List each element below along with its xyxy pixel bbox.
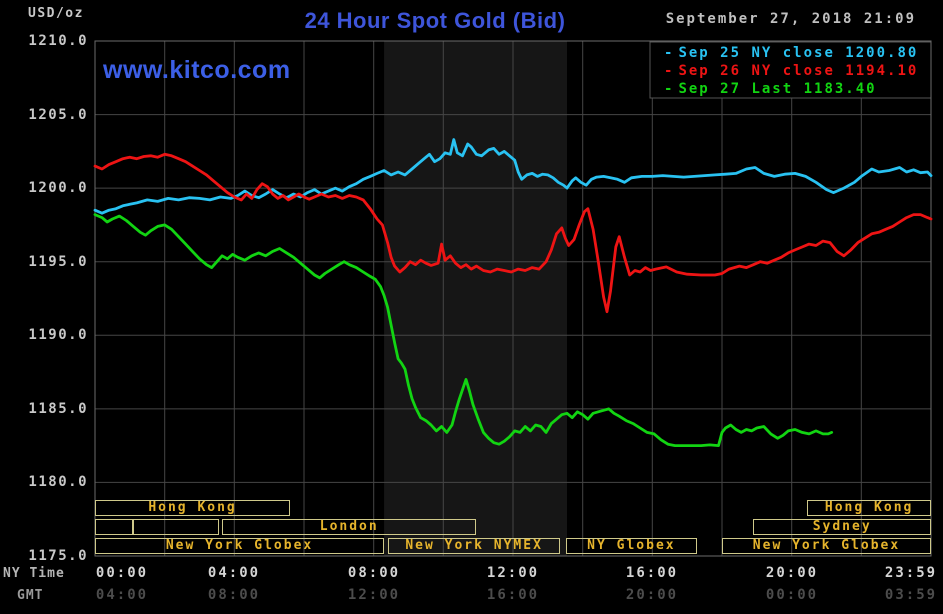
x-tick-gmt: 03:59 (884, 587, 938, 603)
session-box-hong-kong: Hong Kong (95, 500, 291, 516)
session-box-new-york-globex: New York Globex (95, 538, 385, 554)
legend: - Sep 25 NY close 1200.80- Sep 26 NY close… (664, 44, 918, 98)
legend-item: - Sep 25 NY close 1200.80 (664, 44, 918, 62)
x-tick-gmt: 12:00 (347, 587, 401, 603)
price-line-sep-25 (93, 138, 933, 215)
x-tick-ny-time: 04:00 (207, 565, 261, 581)
legend-swatch: - (664, 45, 675, 61)
y-tick-label: 1175.0 (28, 548, 88, 564)
ny-time-axis-label: NY Time (3, 566, 65, 581)
chart-datetime: September 27, 2018 21:09 (665, 11, 916, 27)
x-tick-ny-time: 20:00 (765, 565, 819, 581)
y-tick-label: 1190.0 (28, 327, 88, 343)
price-line-sep-27 (93, 213, 834, 448)
session-box-sydney: Sydney (753, 519, 931, 535)
legend-item: - Sep 27 Last 1183.40 (664, 80, 918, 98)
x-tick-gmt: 04:00 (95, 587, 149, 603)
session-label: New York NYMEX (405, 538, 543, 553)
nymex-highlight-band (384, 41, 567, 556)
session-label: Sydney (812, 519, 872, 534)
x-tick-gmt: 20:00 (625, 587, 679, 603)
y-tick-label: 1205.0 (28, 107, 88, 123)
legend-box (649, 41, 932, 99)
legend-label: Sep 25 NY close 1200.80 (678, 45, 919, 61)
session-label: New York Globex (165, 538, 314, 553)
x-tick-ny-time: 23:59 (884, 565, 938, 581)
x-tick-ny-time: 08:00 (347, 565, 401, 581)
y-tick-label: 1210.0 (28, 33, 88, 49)
plot-border (94, 40, 932, 557)
price-line-sep-26 (93, 152, 933, 314)
x-tick-gmt: 16:00 (486, 587, 540, 603)
y-axis-units-label: USD/oz (28, 6, 84, 21)
session-box (95, 519, 134, 535)
session-label: NY Globex (587, 538, 676, 553)
session-label: Hong Kong (824, 500, 914, 515)
session-label: London (319, 519, 379, 534)
session-box-ny-globex: NY Globex (565, 538, 697, 554)
x-tick-ny-time: 16:00 (625, 565, 679, 581)
gmt-axis-label: GMT (17, 588, 44, 603)
y-tick-label: 1180.0 (28, 474, 88, 490)
y-tick-label: 1185.0 (28, 401, 88, 417)
x-tick-gmt: 08:00 (207, 587, 261, 603)
kitco-watermark: www.kitco.com (103, 56, 291, 84)
session-box-new-york-globex: New York Globex (722, 538, 931, 554)
x-tick-ny-time: 00:00 (95, 565, 149, 581)
session-box-hong-kong: Hong Kong (807, 500, 931, 516)
legend-swatch: - (664, 63, 675, 79)
y-tick-label: 1200.0 (28, 180, 88, 196)
page-title: 24 Hour Spot Gold (Bid) (304, 8, 566, 33)
legend-item: - Sep 26 NY close 1194.10 (664, 62, 918, 80)
session-box-new-york-nymex: New York NYMEX (388, 538, 560, 554)
legend-label: Sep 26 NY close 1194.10 (678, 63, 919, 79)
x-tick-ny-time: 12:00 (486, 565, 540, 581)
session-box (133, 519, 219, 535)
legend-swatch: - (664, 81, 675, 97)
session-label: Hong Kong (148, 500, 237, 515)
legend-label: Sep 27 Last 1183.40 (678, 81, 877, 97)
session-box-london: London (222, 519, 477, 535)
session-label: New York Globex (752, 538, 901, 553)
x-tick-gmt: 00:00 (765, 587, 819, 603)
y-tick-label: 1195.0 (28, 254, 88, 270)
